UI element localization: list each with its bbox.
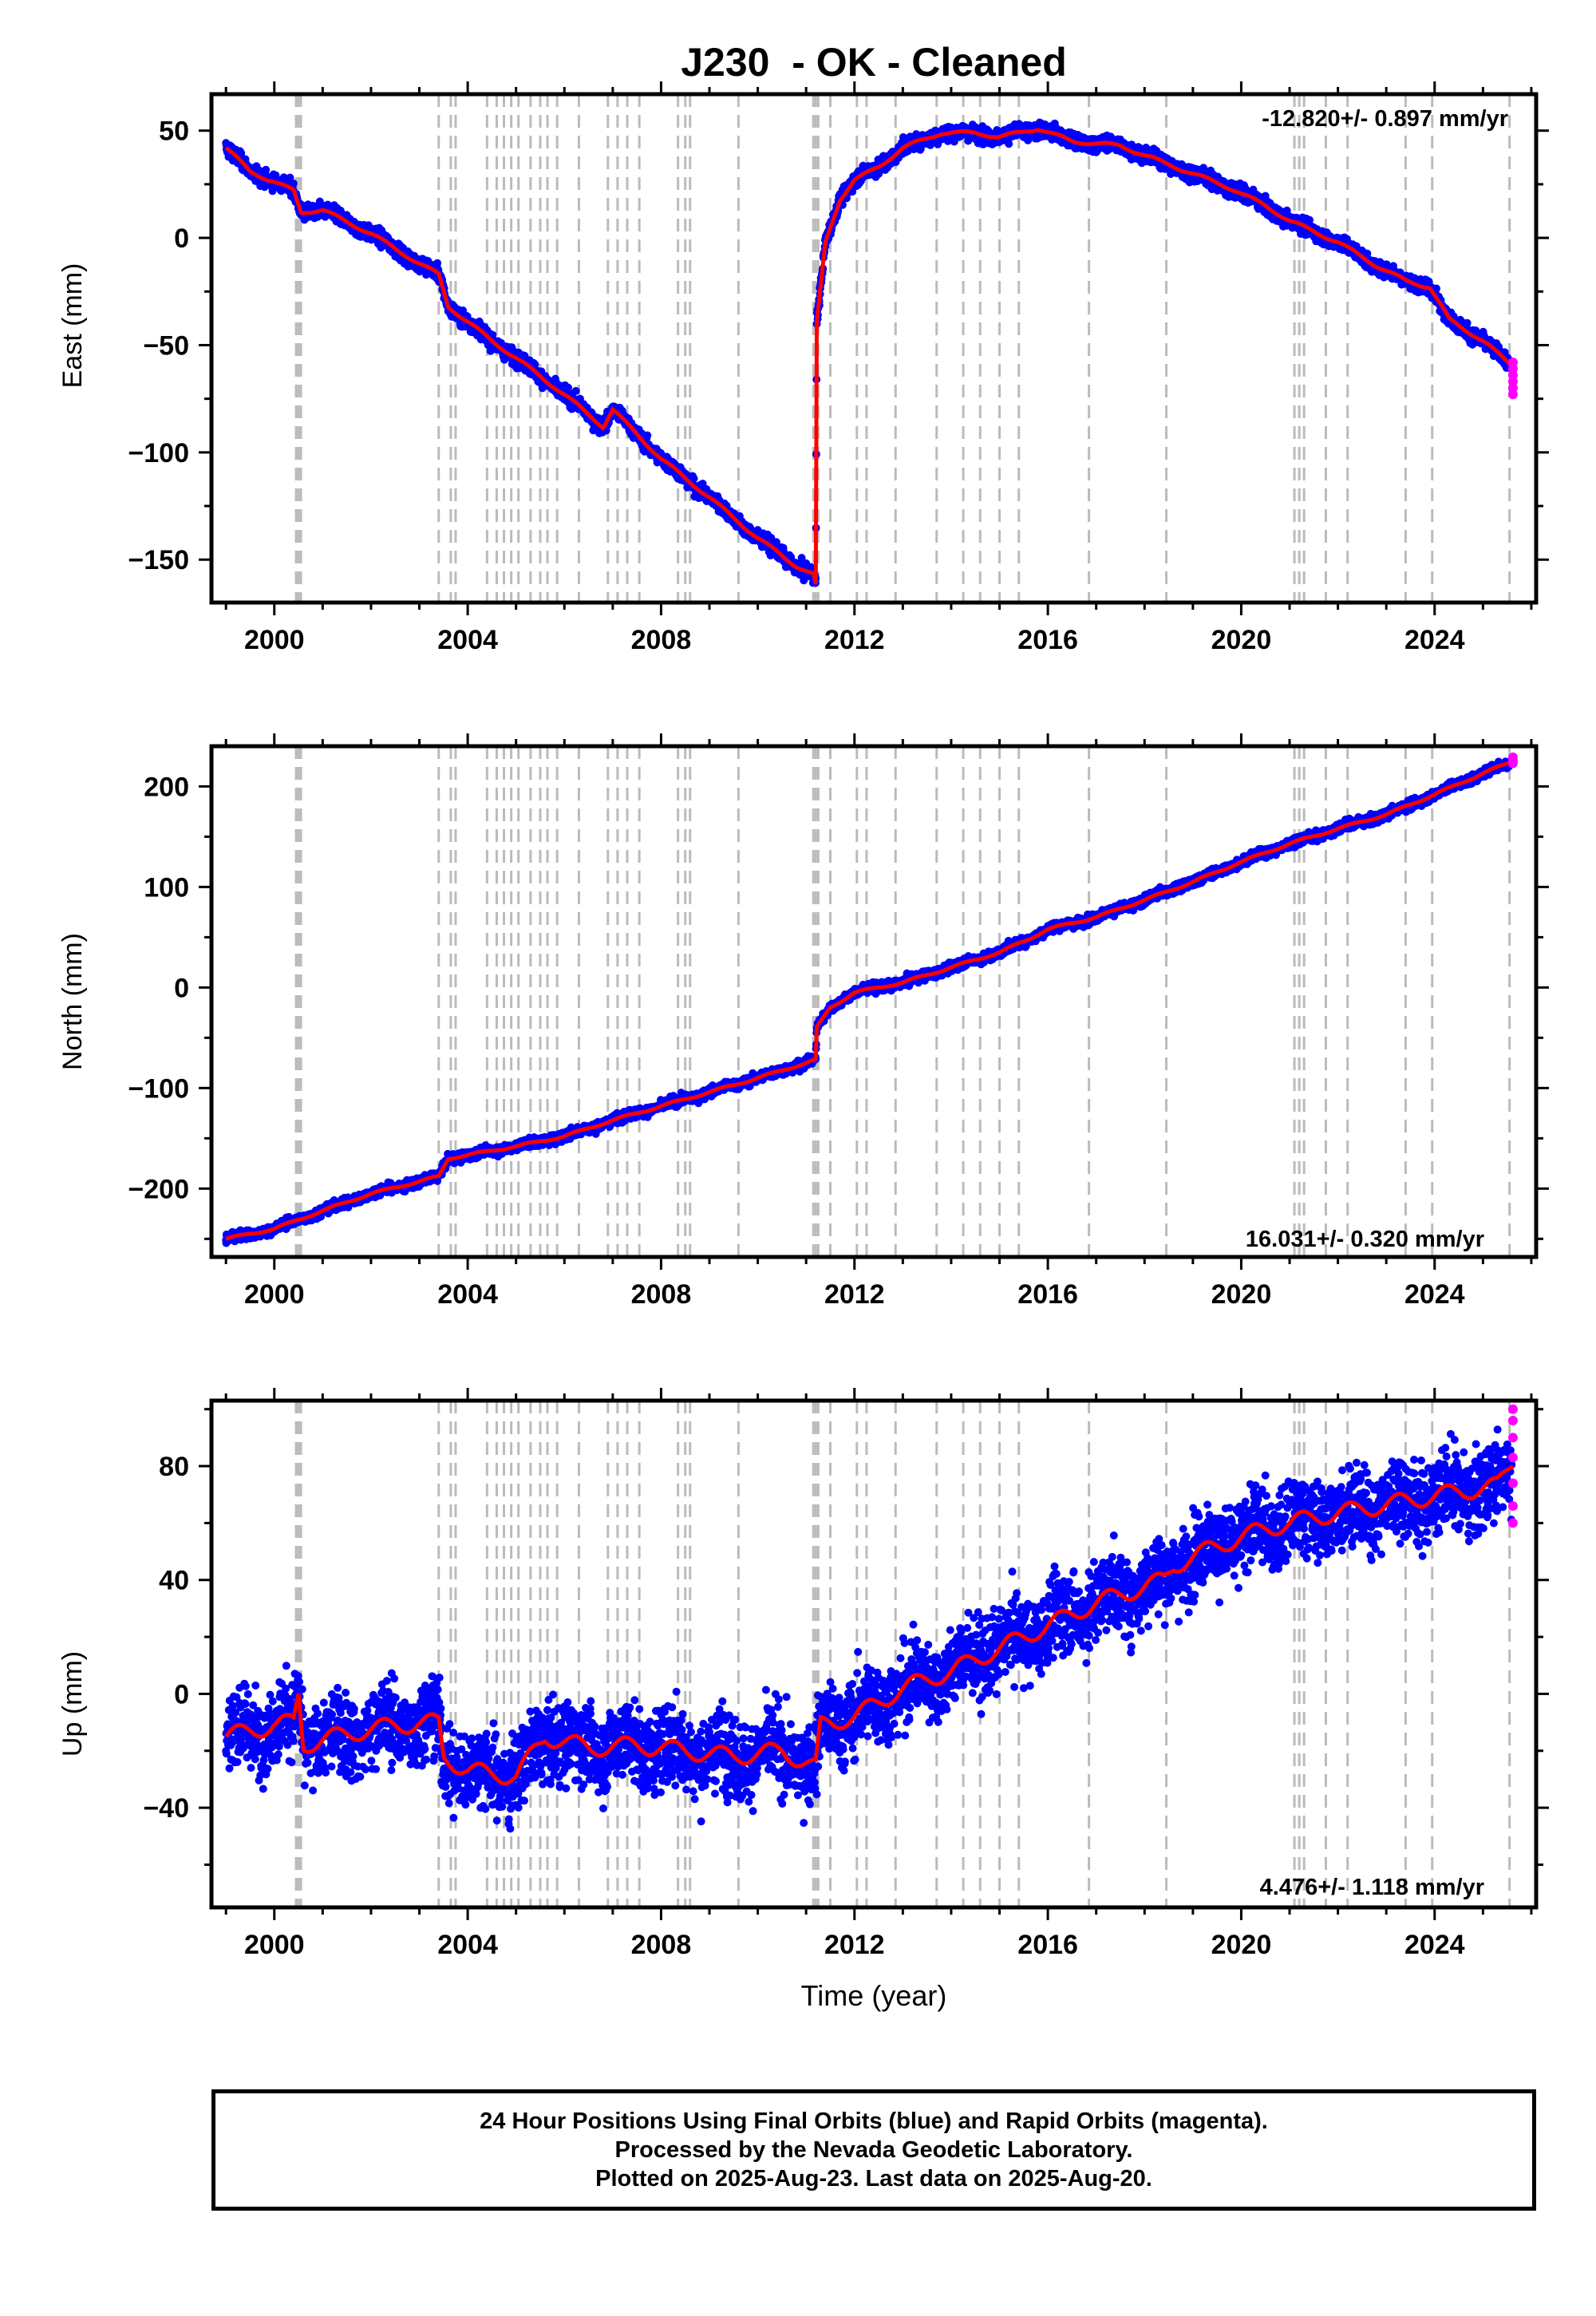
x-axis-label: Time (year): [801, 1979, 947, 2012]
x-tick-label: 2020: [1211, 1279, 1272, 1310]
plot-area-east: [222, 94, 1518, 603]
y-tick-label: 80: [159, 1452, 189, 1482]
y-tick-label: −200: [128, 1174, 189, 1204]
plot-frame: [209, 92, 1539, 605]
x-tick-label: 2004: [437, 1930, 498, 1960]
rapid-orbit-point: [1507, 1433, 1518, 1443]
x-tick-label: 2020: [1211, 1930, 1272, 1960]
final-orbit-points: [222, 118, 1516, 587]
ylabel-east: East (mm): [57, 263, 88, 389]
y-tick-label: −100: [128, 1073, 189, 1104]
caption-line-3: Plotted on 2025-Aug-23. Last data on 202…: [595, 2166, 1152, 2192]
rapid-orbit-point: [1507, 1478, 1518, 1488]
x-tick-label: 2024: [1404, 1930, 1465, 1960]
x-tick-label: 2024: [1404, 625, 1465, 655]
rapid-orbit-point: [1507, 1415, 1518, 1425]
y-tick-label: 40: [159, 1566, 189, 1596]
x-tick-label: 2024: [1404, 1279, 1465, 1310]
x-tick-label: 2008: [631, 1930, 692, 1960]
y-tick-label: 100: [144, 872, 189, 903]
x-tick-label: 2020: [1211, 625, 1272, 655]
x-tick-label: 2000: [244, 1930, 305, 1960]
rate-label-north: 16.031+/- 0.320 mm/yr: [1246, 1227, 1484, 1252]
model-line: [224, 128, 1515, 585]
plot-area-north: [222, 746, 1518, 1257]
plot-frame: [209, 1398, 1539, 1910]
chart-title: J230 - OK - Cleaned: [681, 40, 1067, 85]
y-tick-label: −50: [143, 330, 189, 361]
model-line: [225, 760, 1514, 1241]
ylabel-north: North (mm): [57, 933, 88, 1070]
x-tick-label: 2000: [244, 1279, 305, 1310]
plot-frame: [209, 744, 1539, 1259]
final-orbit-points: [222, 755, 1516, 1247]
caption-line-1: 24 Hour Positions Using Final Orbits (bl…: [480, 2109, 1268, 2134]
panel-east: East (mm) 2000 2004 2008 2012 2016 2020 2024 −1…: [57, 81, 1549, 655]
y-tick-label: −150: [128, 545, 189, 575]
y-tick-label: −100: [128, 438, 189, 468]
plot-area-up: [222, 1401, 1518, 1907]
rapid-orbit-point: [1507, 1518, 1518, 1528]
x-tick-label: 2016: [1017, 1279, 1078, 1310]
panel-up: Up (mm) 2000 2004 2008 2012 2016 2020 2024 −40 0…: [57, 1388, 1549, 1960]
rapid-orbit-point: [1507, 1452, 1518, 1463]
x-tick-label: 2000: [244, 625, 305, 655]
model-line: [224, 1464, 1515, 1786]
x-tick-label: 2012: [824, 1279, 885, 1310]
x-tick-label: 2016: [1017, 625, 1078, 655]
x-tick-label: 2008: [631, 1279, 692, 1310]
x-tick-label: 2012: [824, 625, 885, 655]
rapid-orbit-point: [1507, 1404, 1518, 1414]
rate-label-up: 4.476+/- 1.118 mm/yr: [1260, 1875, 1484, 1900]
x-tick-label: 2004: [437, 1279, 498, 1310]
y-tick-label: 0: [174, 1679, 189, 1709]
rate-label-east: -12.820+/- 0.897 mm/yr: [1262, 106, 1508, 132]
caption-box: 24 Hour Positions Using Final Orbits (bl…: [211, 2089, 1536, 2211]
x-tick-label: 2016: [1017, 1930, 1078, 1960]
final-orbit-points: [222, 1425, 1516, 1833]
y-tick-label: 0: [174, 973, 189, 1003]
rapid-orbit-point: [1507, 1500, 1518, 1511]
x-tick-label: 2008: [631, 625, 692, 655]
y-tick-label: 200: [144, 772, 189, 802]
rapid-orbit-point: [1507, 752, 1518, 762]
y-tick-label: −40: [143, 1793, 189, 1824]
ylabel-up: Up (mm): [57, 1651, 88, 1757]
y-tick-label: 0: [174, 223, 189, 254]
rapid-orbit-point: [1507, 389, 1518, 400]
caption-line-2: Processed by the Nevada Geodetic Laborat…: [614, 2137, 1133, 2163]
x-tick-label: 2012: [824, 1930, 885, 1960]
y-tick-label: 50: [159, 117, 189, 147]
panel-north: North (mm) 2000 2004 2008 2012 2016 2020 2024−…: [57, 733, 1549, 1310]
x-tick-label: 2004: [437, 625, 498, 655]
